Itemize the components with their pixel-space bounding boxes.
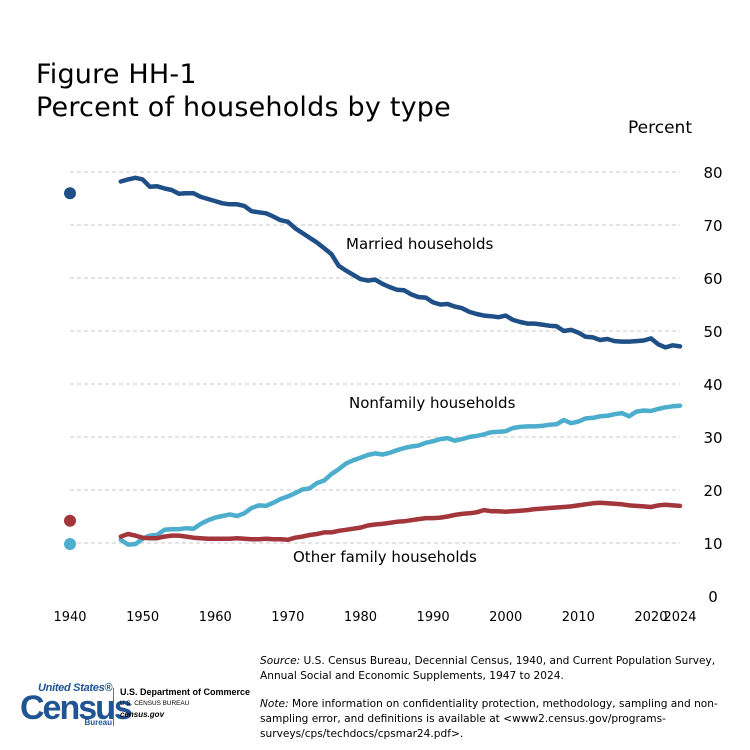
note-text: More information on confidentiality prot… xyxy=(260,698,718,740)
x-tick-label: 1940 xyxy=(53,610,86,625)
source-text: U.S. Census Bureau, Decennial Census, 19… xyxy=(260,655,716,682)
chart-title: Figure HH-1 Percent of households by typ… xyxy=(36,58,451,124)
y-tick-label: 60 xyxy=(703,270,722,288)
nonfamily-series-label: Nonfamily households xyxy=(349,394,516,412)
x-tick-label: 1950 xyxy=(126,610,159,625)
series-annotations: Married households Nonfamily households … xyxy=(293,235,516,566)
y-axis-label: Percent xyxy=(628,118,692,138)
y-tick-label: 20 xyxy=(703,482,722,500)
logo-census-wordmark: Census xyxy=(20,689,133,727)
logo-united-states: United States® xyxy=(38,682,113,694)
y-tick-label: 80 xyxy=(703,164,722,182)
x-tick-label: 2020 xyxy=(634,610,667,625)
x-tick-label: 1970 xyxy=(271,610,304,625)
y-tick-label: 30 xyxy=(703,429,722,447)
y-tick-label: 50 xyxy=(703,323,722,341)
note-label: Note: xyxy=(260,698,289,710)
series-lines xyxy=(118,175,683,547)
website: census.gov xyxy=(120,710,165,719)
y-tick-label: 70 xyxy=(703,217,722,235)
source-note: Source: U.S. Census Bureau, Decennial Ce… xyxy=(260,654,738,684)
y-tick-label: 0 xyxy=(708,588,718,606)
bureau-name: U.S. CENSUS BUREAU xyxy=(120,700,190,707)
x-tick-label: 2024 xyxy=(663,610,696,625)
line-chart: Percent 0 10 20 30 40 50 60 70 80 1940 1950 1960 197… xyxy=(53,118,722,625)
married-series-line xyxy=(118,175,683,350)
logo-bureau: Bureau xyxy=(84,718,112,727)
methodology-note: Note: More information on confidentialit… xyxy=(260,697,738,742)
married-series-label: Married households xyxy=(346,235,493,253)
nonfamily-1940-marker xyxy=(64,538,76,551)
department-block: U.S. Department of Commerce U.S. CENSUS … xyxy=(120,687,250,720)
title-line-1: Figure HH-1 xyxy=(36,59,197,90)
x-tick-label: 2010 xyxy=(562,610,595,625)
census-1940-markers xyxy=(64,187,76,551)
other-family-series-label: Other family households xyxy=(293,548,477,566)
census-logo: United States® Census Bureau xyxy=(20,682,133,728)
nonfamily-series-line xyxy=(118,403,683,547)
axes: Percent 0 10 20 30 40 50 60 70 80 1940 1950 1960 197… xyxy=(53,118,722,625)
other-1940-marker xyxy=(64,514,76,527)
department-name: U.S. Department of Commerce xyxy=(120,687,251,697)
other-series-line xyxy=(118,500,683,543)
source-label: Source: xyxy=(260,655,301,667)
y-tick-label: 10 xyxy=(703,535,722,553)
gridlines xyxy=(70,171,680,544)
title-line-2: Percent of households by type xyxy=(36,92,451,123)
x-tick-label: 1960 xyxy=(199,610,232,625)
x-tick-label: 1980 xyxy=(344,610,377,625)
logo-divider xyxy=(113,688,114,726)
married-1940-marker xyxy=(64,187,76,200)
y-tick-label: 40 xyxy=(703,376,722,394)
x-tick-label: 2000 xyxy=(489,610,522,625)
x-tick-label: 1990 xyxy=(417,610,450,625)
